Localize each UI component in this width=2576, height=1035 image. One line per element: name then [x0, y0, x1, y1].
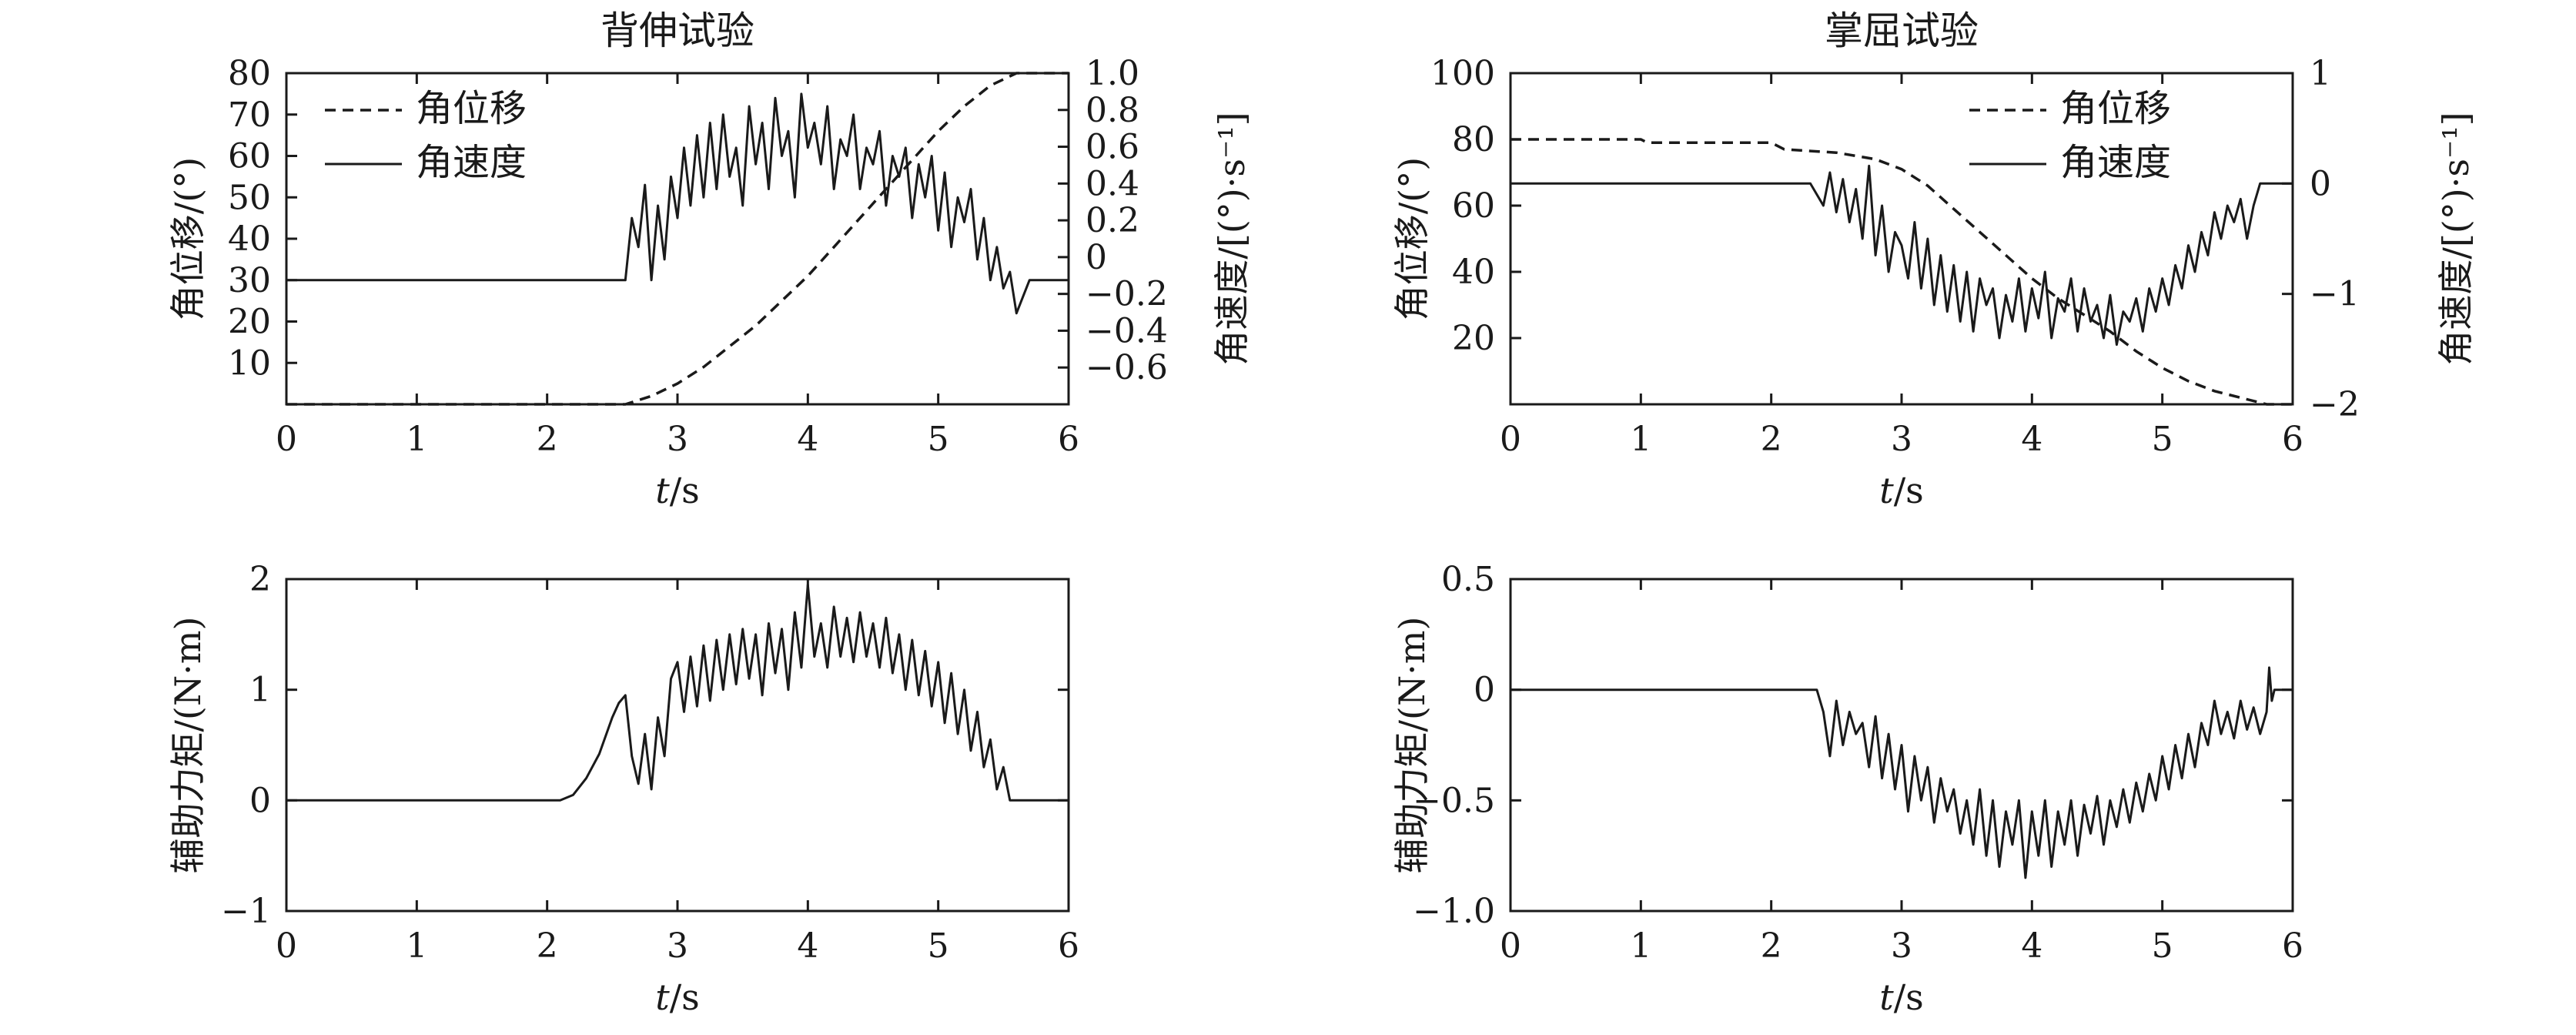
- y-axis-label: 辅助力矩/(N·m): [167, 617, 209, 874]
- y-axis-right-label: 角速度/[(°)·s⁻¹]: [2435, 112, 2477, 365]
- y-tick-label: −0.5: [1413, 781, 1495, 820]
- y-tick-label: 60: [228, 137, 271, 176]
- x-tick-label: 6: [2282, 420, 2303, 459]
- legend-item-position: 角位移: [416, 87, 527, 130]
- chart-palmar-flexion-torque: 辅助力矩/(N·m) t/s 0 1 2 3 4 5 6 −1.0 −0.5 0 0.5: [1391, 560, 2303, 1018]
- chart-palmar-flexion-position: 掌屈试验 角位移/(°) 角速度/[(°)·s⁻¹] t/s 角位移 角速度 0…: [1391, 8, 2477, 511]
- x-tick-label: 5: [928, 926, 949, 966]
- legend: 角位移 角速度: [1969, 87, 2171, 184]
- y-right-tick-label: 0.6: [1086, 128, 1139, 167]
- y-right-tick-label: 1: [2310, 54, 2331, 93]
- y-right-tick-label: −0.6: [1086, 348, 1168, 387]
- y-right-tick-label: −2: [2310, 385, 2360, 424]
- legend-item-velocity: 角速度: [2060, 141, 2171, 184]
- y-axis-right-label: 角速度/[(°)·s⁻¹]: [1211, 112, 1253, 365]
- y-tick-label: 20: [228, 303, 271, 342]
- series-line-angular-position: [286, 72, 1069, 406]
- y-tick-label: 100: [1430, 54, 1495, 93]
- x-tick-label: 4: [797, 926, 818, 966]
- y-tick-label: 40: [228, 219, 271, 259]
- x-tick-label: 0: [1500, 420, 1521, 459]
- y-tick-label: 40: [1452, 253, 1495, 292]
- x-tick-label: 1: [406, 926, 427, 966]
- y-tick-label: 1: [249, 671, 271, 710]
- y-tick-label: −1.0: [1413, 892, 1495, 931]
- x-axis-label: t/s: [655, 470, 700, 511]
- x-tick-label: 3: [1891, 420, 1912, 459]
- series-line-solid: [1510, 666, 2293, 879]
- series-line-angular-position: [1510, 138, 2293, 406]
- y-tick-label: 20: [1452, 319, 1495, 358]
- x-axis-label: t/s: [1879, 976, 1924, 1018]
- series-line-solid: [286, 583, 1069, 802]
- x-axis-label: t/s: [655, 976, 700, 1018]
- y-tick-label: −1: [221, 892, 271, 931]
- x-tick-label: 1: [406, 420, 427, 459]
- y-tick-label: 10: [228, 343, 271, 383]
- x-tick-label: 3: [667, 926, 688, 966]
- x-tick-label: 3: [667, 420, 688, 459]
- x-tick-label: 2: [1761, 420, 1782, 459]
- chart-title: 背伸试验: [601, 8, 754, 53]
- y-right-tick-label: 0.4: [1086, 164, 1139, 203]
- y-tick-label: 80: [228, 54, 271, 93]
- x-tick-label: 3: [1891, 926, 1912, 966]
- x-tick-label: 6: [1058, 420, 1079, 459]
- x-tick-label: 6: [2282, 926, 2303, 966]
- legend: 角位移 角速度: [325, 87, 527, 184]
- x-tick-label: 5: [928, 420, 949, 459]
- x-tick-label: 0: [276, 420, 297, 459]
- series-line-solid: [286, 92, 1069, 315]
- y-tick-label: 2: [249, 560, 271, 599]
- series-line-solid: [1510, 164, 2293, 347]
- y-right-tick-label: −0.4: [1086, 311, 1168, 350]
- x-tick-label: 1: [1630, 420, 1651, 459]
- x-tick-label: 6: [1058, 926, 1079, 966]
- x-tick-label: 5: [2152, 926, 2173, 966]
- x-tick-label: 2: [1761, 926, 1782, 966]
- chart-dorsiflexion-position: 背伸试验 角位移/(°) 角速度/[(°)·s⁻¹] t/s 角位移 角速度 0…: [167, 8, 1253, 511]
- x-tick-label: 4: [2021, 926, 2042, 966]
- x-tick-label: 0: [276, 926, 297, 966]
- x-axis-label: t/s: [1879, 470, 1924, 511]
- legend-item-position: 角位移: [2060, 87, 2171, 130]
- y-tick-label: 50: [228, 178, 271, 217]
- x-tick-label: 1: [1630, 926, 1651, 966]
- y-right-tick-label: 0: [1086, 238, 1107, 277]
- x-tick-label: 4: [797, 420, 818, 459]
- y-tick-label: 0.5: [1441, 560, 1495, 599]
- y-right-tick-label: 0.8: [1086, 91, 1139, 130]
- y-right-tick-label: 0.2: [1086, 201, 1139, 240]
- x-tick-label: 4: [2021, 420, 2042, 459]
- y-axis-label: 角位移/(°): [1391, 157, 1433, 320]
- y-tick-label: 60: [1452, 186, 1495, 226]
- y-right-tick-label: −1: [2310, 275, 2360, 314]
- y-tick-label: 0: [249, 781, 271, 820]
- chart-title: 掌屈试验: [1825, 8, 1979, 53]
- x-tick-label: 5: [2152, 420, 2173, 459]
- legend-item-velocity: 角速度: [416, 141, 527, 184]
- x-tick-label: 2: [537, 420, 558, 459]
- y-tick-label: 70: [228, 95, 271, 135]
- y-right-tick-label: 1.0: [1086, 54, 1139, 93]
- x-tick-label: 0: [1500, 926, 1521, 966]
- y-tick-label: 80: [1452, 120, 1495, 159]
- y-right-tick-label: 0: [2310, 164, 2331, 203]
- y-right-tick-label: −0.2: [1086, 275, 1168, 314]
- y-axis-label: 辅助力矩/(N·m): [1391, 617, 1433, 874]
- x-tick-label: 2: [537, 926, 558, 966]
- y-tick-label: 30: [228, 261, 271, 300]
- y-tick-label: 0: [1474, 671, 1495, 710]
- y-axis-label: 角位移/(°): [167, 157, 209, 320]
